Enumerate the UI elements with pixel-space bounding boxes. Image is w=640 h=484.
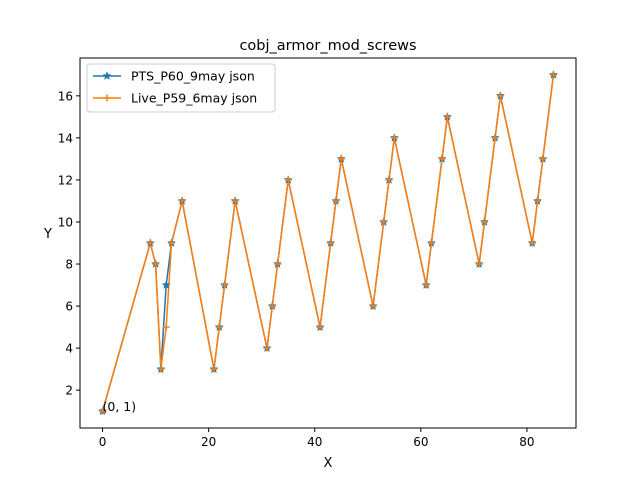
series-layer	[97, 69, 559, 416]
data-point-series-2	[496, 92, 504, 100]
chart-title: cobj_armor_mod_screws	[239, 38, 416, 54]
legend-marker-series-1	[102, 71, 112, 80]
data-point-series-2	[390, 134, 398, 142]
legend-label-series-1: PTS_P60_9may json	[131, 69, 255, 84]
y-tick-label: 2	[65, 384, 73, 398]
data-point-series-2	[268, 302, 276, 310]
y-tick-label: 16	[58, 89, 73, 103]
data-point-series-2	[221, 281, 229, 289]
data-point-series-2	[380, 218, 388, 226]
data-point-series-2	[210, 365, 218, 373]
legend-box	[86, 63, 276, 113]
data-point-series-2	[99, 407, 107, 415]
x-tick-label: 80	[519, 435, 534, 449]
y-tick-label: 8	[65, 258, 73, 272]
data-point-series-2	[385, 176, 393, 184]
y-tick-label: 4	[65, 342, 73, 356]
data-point-series-2	[438, 155, 446, 163]
data-point-series-2	[443, 113, 451, 121]
x-tick-label: 0	[99, 435, 107, 449]
legend-marker-series-2	[103, 94, 111, 102]
data-point-series-2	[491, 134, 499, 142]
data-point-series-2	[369, 302, 377, 310]
data-point-series-2	[168, 239, 176, 247]
data-point-series-2	[475, 260, 483, 268]
y-tick-label: 6	[65, 300, 73, 314]
data-point-series-2	[534, 197, 542, 205]
data-point-series-2	[231, 197, 239, 205]
data-point-series-2	[480, 218, 488, 226]
data-point-series-2	[263, 344, 271, 352]
x-tick-label: 40	[307, 435, 322, 449]
data-point-series-2	[528, 239, 536, 247]
data-point-series-2	[549, 71, 557, 79]
data-point-series-2	[152, 260, 160, 268]
data-point-series-2	[316, 323, 324, 331]
data-point-series-2	[284, 176, 292, 184]
y-tick-label: 12	[58, 173, 73, 187]
x-tick-label: 20	[201, 435, 216, 449]
data-point-series-2	[327, 239, 335, 247]
data-point-series-2	[274, 260, 282, 268]
data-point-series-2	[157, 365, 165, 373]
data-point-series-2	[427, 239, 435, 247]
data-point-series-2	[178, 197, 186, 205]
y-tick-label: 14	[58, 131, 73, 145]
plot-frame	[79, 57, 577, 429]
axis-ticks: 0 20 40 60 80 2 4 6 8 10 12 14 16	[58, 89, 535, 449]
x-axis-label: X	[324, 456, 333, 471]
data-point-series-2	[539, 155, 547, 163]
x-tick-label: 60	[413, 435, 428, 449]
data-point-series-2	[337, 155, 345, 163]
data-point-series-1	[161, 280, 171, 290]
data-point-series-2	[332, 197, 340, 205]
data-point-series-2	[146, 239, 154, 247]
data-point-series-2	[162, 323, 170, 331]
annotation-label: (0, 1)	[103, 399, 137, 414]
y-axis-label: Y	[43, 227, 52, 242]
legend: PTS_P60_9may json Live_P59_6may json	[86, 63, 276, 113]
data-point-series-2	[215, 323, 223, 331]
legend-label-series-2: Live_P59_6may json	[131, 91, 257, 106]
data-point-series-2	[422, 281, 430, 289]
y-tick-label: 10	[58, 215, 73, 229]
